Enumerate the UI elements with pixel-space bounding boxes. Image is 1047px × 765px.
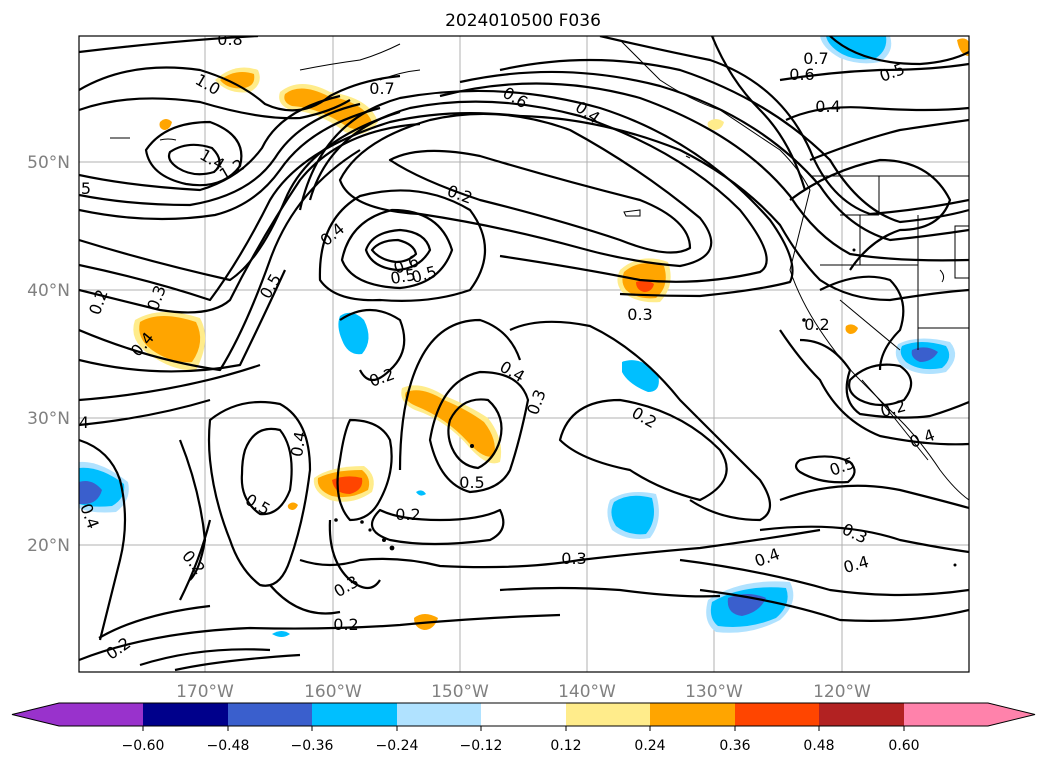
contour-label: 0.7: [369, 79, 394, 98]
colorbar-tick-label: −0.12: [460, 738, 503, 754]
contour-label: 0.8: [217, 30, 242, 49]
colorbar-segment: [650, 703, 735, 726]
lat-label: 30°N: [27, 409, 70, 429]
colorbar-tick-label: 0.24: [634, 738, 665, 754]
colorbar-segment: [397, 703, 481, 726]
colorbar-outline: [11, 702, 1036, 727]
lon-label: 160°W: [304, 682, 362, 702]
lat-label: 20°N: [27, 536, 70, 556]
contour-label: 0.3: [561, 549, 586, 568]
negative-anomaly: [79, 36, 956, 637]
lon-label: 130°W: [685, 682, 743, 702]
lon-label: 140°W: [558, 682, 616, 702]
colorbar-extend-low: [12, 703, 143, 726]
colorbar-tick-label: 0.12: [550, 738, 581, 754]
contour-label: 0.4: [287, 430, 310, 458]
anomaly-fill: [79, 36, 969, 637]
latitude-labels: 50°N 40°N 30°N 20°N: [27, 153, 70, 556]
contour-label: 0.4: [76, 501, 103, 531]
colorbar: −0.60 −0.48 −0.36 −0.24 −0.12 0.12 0.24 …: [11, 702, 1036, 754]
map-frame: [78, 35, 970, 673]
colorbar-segment: [566, 703, 650, 726]
colorbar-segment: [312, 703, 397, 726]
lon-label: 170°W: [176, 682, 234, 702]
lat-label: 40°N: [27, 281, 70, 301]
contour-label: 0.2: [333, 615, 358, 634]
colorbar-extend-high: [904, 703, 1035, 726]
colorbar-tick-label: 0.48: [803, 738, 834, 754]
contour-label: 0.3: [627, 305, 652, 324]
colorbar-tick-label: −0.60: [122, 738, 165, 754]
contour-label: 0.2: [395, 505, 420, 524]
colorbar-tick-label: −0.48: [207, 738, 250, 754]
colorbar-ticks: [142, 726, 905, 731]
figure-title: 2024010500 F036: [445, 11, 601, 31]
colorbar-segment: [143, 703, 228, 726]
colorbar-tick-label: −0.36: [291, 738, 334, 754]
lon-label: 120°W: [813, 682, 871, 702]
contour-label: 0.7: [803, 49, 828, 68]
colorbar-tick-label: 0.60: [888, 738, 919, 754]
contour-label: 4: [79, 413, 89, 432]
lat-label: 50°N: [27, 153, 70, 173]
colorbar-segment: [819, 703, 904, 726]
colorbar-tick-label: −0.24: [376, 738, 419, 754]
contour-label: 0.2: [804, 315, 829, 334]
contour-lines: [79, 36, 969, 672]
colorbar-segment: [228, 703, 312, 726]
contour-label: 0.5: [459, 473, 484, 492]
map-panel: 0.8 1.0 0.7 0.6 0.4 0.7 0.6 0.5 0.4 1.4 …: [76, 30, 969, 672]
lon-label: 150°W: [431, 682, 489, 702]
colorbar-tick-label: 0.36: [719, 738, 750, 754]
contour-label: 5: [81, 179, 91, 198]
colorbar-segment: [481, 703, 566, 726]
coastlines: [110, 39, 969, 501]
colorbar-segment: [735, 703, 819, 726]
contour-label: 0.4: [815, 97, 840, 116]
longitude-labels: 170°W 160°W 150°W 140°W 130°W 120°W: [176, 682, 871, 702]
islands: [334, 248, 957, 567]
contour-label: 0.6: [789, 65, 814, 84]
contour-label: 0.5: [389, 265, 417, 288]
